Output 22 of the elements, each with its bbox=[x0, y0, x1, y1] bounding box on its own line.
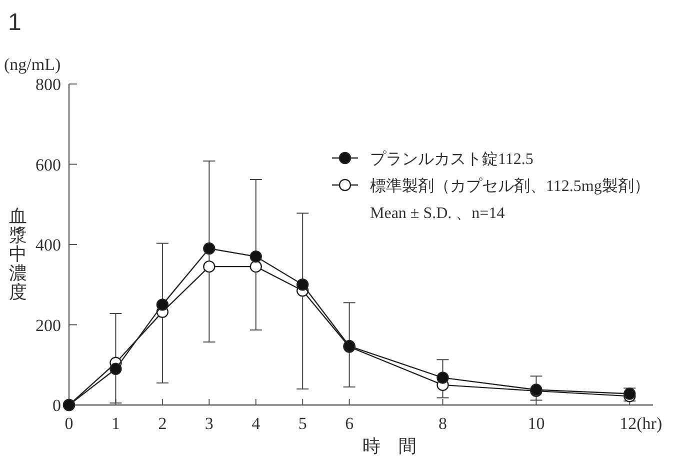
chart-title: 1 bbox=[8, 9, 22, 36]
y-tick-label: 400 bbox=[36, 236, 61, 254]
x-tick-label: 0 bbox=[64, 414, 74, 433]
x-axis-title: 時 間 bbox=[362, 436, 416, 456]
x-tick-label: 1 bbox=[111, 414, 120, 433]
x-tick-label: 6 bbox=[345, 414, 354, 433]
legend-label: 標準製剤（カプセル剤、112.5mg製剤） bbox=[370, 177, 650, 195]
y-tick-label: 600 bbox=[36, 155, 61, 174]
x-tick-label: 3 bbox=[204, 414, 214, 433]
x-tick-label: 5 bbox=[298, 414, 307, 433]
x-tick-label: 2 bbox=[158, 414, 167, 433]
legend-label: プランルカスト錠112.5 bbox=[370, 150, 534, 168]
x-tick-label: 4 bbox=[252, 414, 261, 433]
y-tick-label: 800 bbox=[36, 75, 61, 94]
annotation: Mean ± S.D. 、n=14 bbox=[370, 205, 505, 222]
x-tick-label: 12(hr) bbox=[620, 414, 662, 433]
text: (ng/mL) bbox=[4, 55, 61, 74]
y-tick-label: 0 bbox=[52, 396, 61, 415]
x-tick-label: 10 bbox=[528, 414, 545, 433]
y-tick-label: 200 bbox=[36, 316, 61, 335]
x-tick-label: 8 bbox=[438, 414, 448, 433]
y-axis-title: 血漿中濃度 bbox=[9, 206, 27, 302]
